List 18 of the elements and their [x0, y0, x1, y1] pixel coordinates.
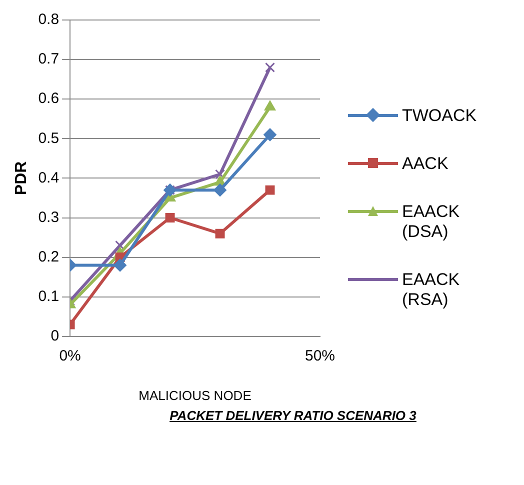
y-tick-label: 0.8	[38, 11, 60, 28]
y-axis-title: PDR	[13, 160, 30, 196]
y-tick-label: 0.3	[38, 208, 60, 226]
y-tick-label: 0.4	[38, 169, 60, 186]
text: PACKET DELIVERY RATIO SCENARIO 3	[168, 408, 418, 423]
x-tick-label: 50%	[304, 348, 336, 365]
x-axis-title: MALICIOUS NODE	[138, 388, 252, 403]
y-tick-label: 0.1	[38, 288, 60, 305]
x-tick-label: 0%	[59, 348, 81, 365]
legend-label: EAACK (RSA)	[402, 270, 461, 310]
legend-label: TWOACK	[402, 106, 478, 126]
y-tick-label: 0.2	[38, 248, 60, 266]
y-tick-label: 0.7	[38, 50, 60, 68]
y-tick-label: 0.6	[38, 90, 60, 108]
legend-label: AACK	[402, 154, 450, 174]
y-tick-label: 0	[50, 328, 60, 345]
legend-label: EAACK (DSA)	[402, 202, 461, 242]
y-tick-label: 0.5	[38, 130, 60, 147]
